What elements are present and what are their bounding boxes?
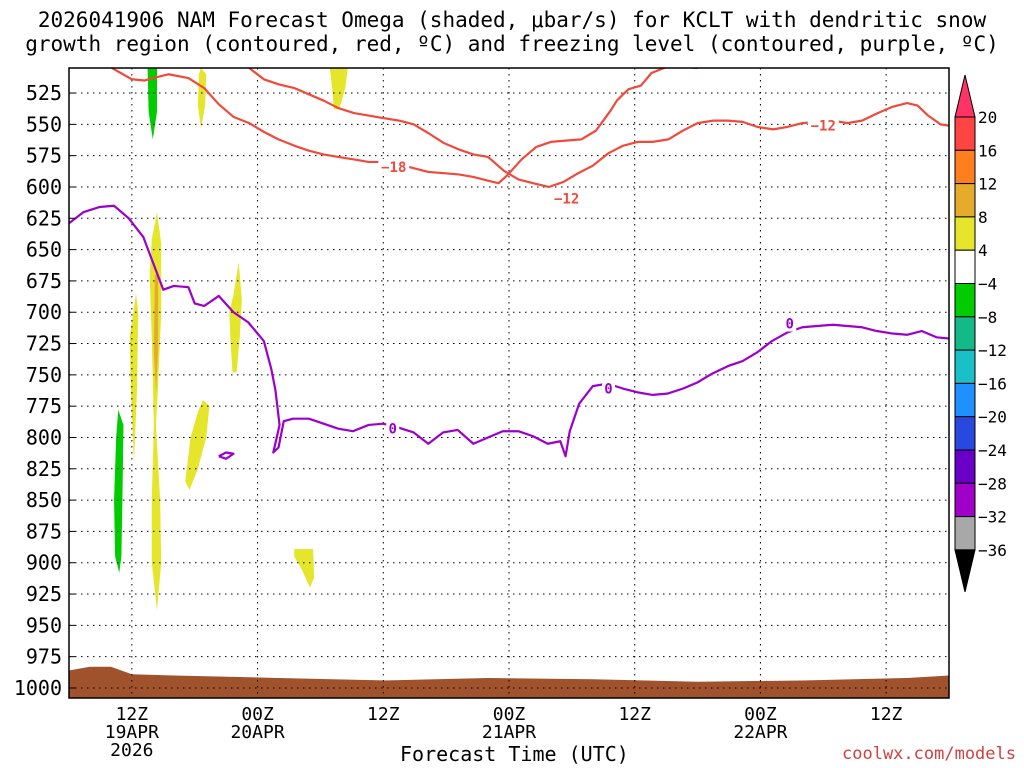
omega-yellow-top-1: [197, 68, 207, 129]
x-tick-label-30-0: 12Z: [367, 704, 400, 725]
x-tick-label-42-1: 21APR: [482, 722, 536, 743]
omega-yellow-col-mid: [229, 262, 242, 373]
y-tick-label-850: 850: [26, 488, 62, 512]
omega-green-strip-top: [147, 68, 157, 140]
y-tick-label-525: 525: [26, 81, 62, 105]
contour-label--12 C label right: −12: [811, 119, 836, 135]
colorbar-label-0: 20: [978, 108, 997, 127]
contour-label-bg: [807, 117, 839, 134]
y-tick-label-725: 725: [26, 332, 62, 356]
colorbar-swatch-9: [954, 382, 976, 418]
y-tick-label-750: 750: [26, 363, 62, 387]
y-tick-label-700: 700: [26, 300, 62, 324]
colorbar-swatch-10: [954, 416, 976, 451]
colorbar-label-4: 4: [978, 241, 988, 260]
colorbar-label-13: −36: [978, 541, 1007, 560]
contour-0 C small loop: [218, 451, 235, 460]
x-tick-label-66-1: 22APR: [733, 722, 787, 743]
contour-label-0 C label mid: 0: [604, 382, 612, 398]
colorbar-label-2: 12: [978, 175, 997, 194]
colorbar-label-8: −16: [978, 374, 1007, 393]
contour--12 C isotherm: [248, 68, 949, 189]
colorbar-swatch-11: [954, 449, 976, 484]
site-credit[interactable]: coolwx.com/models: [842, 744, 1016, 764]
colorbar-label-3: 8: [978, 208, 988, 227]
y-tick-label-575: 575: [26, 144, 62, 168]
x-axis-title: Forecast Time (UTC): [400, 742, 629, 766]
y-tick-label-600: 600: [26, 175, 62, 199]
omega-yellow-blob-2: [294, 548, 315, 588]
contour-label--12 C isotherm: −12: [554, 191, 579, 207]
omega-orange-col-main: [153, 274, 159, 394]
colorbar-swatch-8: [954, 349, 976, 384]
omega-yellow-col-main: [149, 212, 162, 611]
colorbar-swatch-13: [954, 516, 976, 551]
omega-yellow-blob-1: [185, 399, 210, 491]
colorbar-swatch-6: [954, 283, 976, 318]
contour-label-bg: [386, 420, 400, 437]
y-tick-label-975: 975: [26, 645, 62, 669]
y-tick-label-650: 650: [26, 238, 62, 262]
colorbar-label-9: −20: [978, 408, 1007, 427]
y-tick-label-1000: 1000: [14, 676, 62, 700]
omega-green-strip-low: [114, 409, 124, 573]
y-tick-label-900: 900: [26, 551, 62, 575]
colorbar-top-arrow: [954, 74, 976, 118]
x-tick-label-66-0: 00Z: [744, 704, 777, 725]
y-tick-label-825: 825: [26, 457, 62, 481]
colorbar-bottom-arrow: [954, 549, 976, 593]
contour--18 C isotherm: [111, 68, 698, 185]
omega-yellow-top-2: [329, 68, 348, 110]
contour-label-bg: [378, 158, 410, 175]
colorbar-swatch-1: [954, 116, 976, 151]
y-tick-label-875: 875: [26, 519, 62, 543]
chart-title-line-2: growth region (contoured, red, ºC) and f…: [25, 32, 999, 56]
x-tick-label-78-0: 12Z: [870, 704, 903, 725]
x-tick-label-18-1: 20APR: [230, 722, 284, 743]
x-tick-label-18-0: 00Z: [241, 704, 274, 725]
colorbar-label-10: −24: [978, 441, 1007, 460]
x-tick-label-54-0: 12Z: [618, 704, 651, 725]
colorbar-label-1: 16: [978, 141, 997, 160]
plot-frame: [68, 67, 950, 699]
y-tick-label-800: 800: [26, 425, 62, 449]
colorbar-swatch-12: [954, 482, 976, 518]
x-tick-label-6-0: 12Z: [116, 704, 149, 725]
y-tick-label-675: 675: [26, 269, 62, 293]
omega-yellow-col-left: [129, 293, 139, 463]
y-tick-label-775: 775: [26, 394, 62, 418]
contour-label-bg: [602, 380, 616, 397]
colorbar-label-11: −28: [978, 474, 1007, 493]
x-tick-label-6-2: 2026: [110, 740, 153, 761]
colorbar-label-7: −12: [978, 341, 1007, 360]
contour-label-0 C freezing level: 0: [388, 422, 396, 438]
contour-label-bg: [783, 315, 797, 332]
y-tick-label-550: 550: [26, 112, 62, 136]
chart-title-line-1: 2026041906 NAM Forecast Omega (shaded, μ…: [37, 8, 987, 32]
y-tick-label-625: 625: [26, 206, 62, 230]
omega-ground-mask: [69, 666, 949, 698]
colorbar-swatch-5: [954, 249, 976, 284]
colorbar-swatch-7: [954, 316, 976, 351]
x-tick-label-42-0: 00Z: [493, 704, 526, 725]
y-tick-label-950: 950: [26, 613, 62, 637]
colorbar-swatch-4: [954, 216, 976, 251]
contour-label--18 C isotherm: −18: [381, 160, 406, 176]
colorbar-swatch-3: [954, 183, 976, 218]
x-tick-label-6-1: 19APR: [105, 722, 159, 743]
colorbar-swatch-2: [954, 149, 976, 185]
colorbar-label-6: −8: [978, 308, 997, 327]
contour-0 C freezing level: [69, 204, 949, 458]
colorbar-label-12: −32: [978, 508, 1007, 527]
colorbar-label-5: −4: [978, 275, 997, 294]
contour-label-bg: [551, 190, 583, 207]
y-tick-label-925: 925: [26, 582, 62, 606]
contour-label-0 C label right: 0: [786, 317, 794, 333]
